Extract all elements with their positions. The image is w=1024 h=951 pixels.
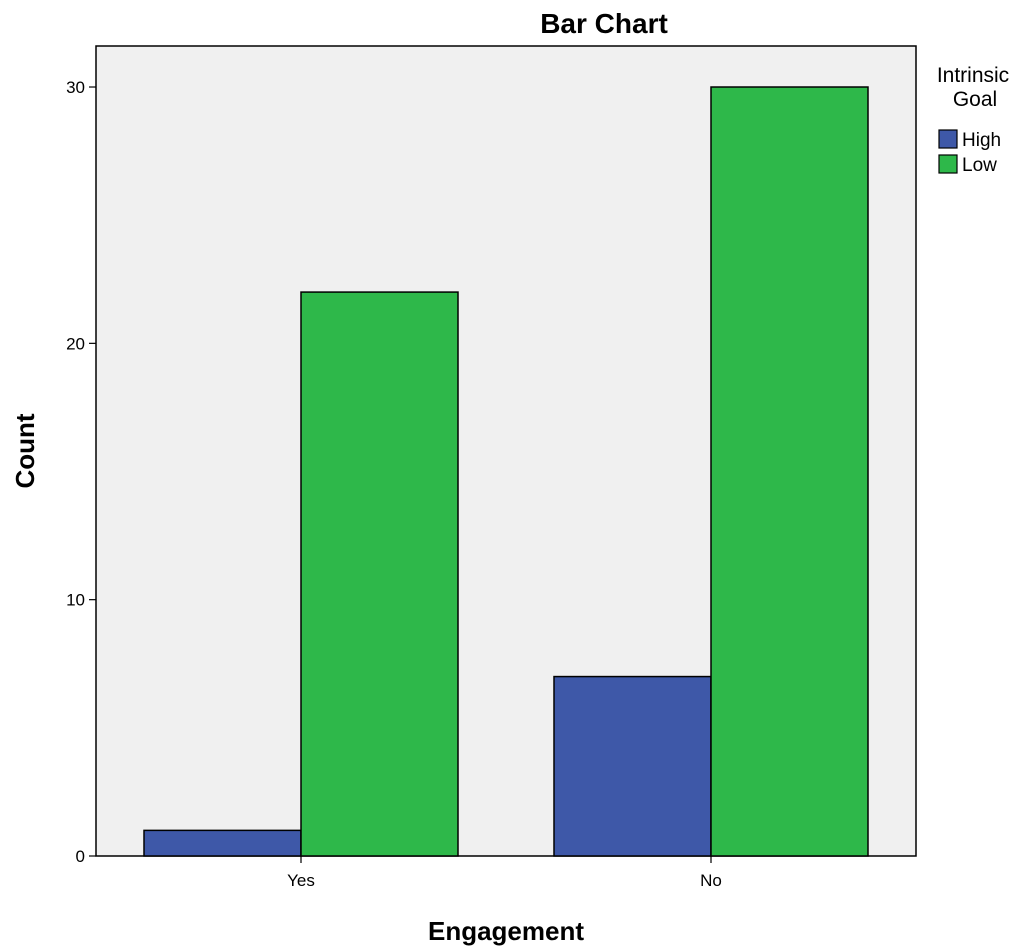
legend-items: High Low bbox=[938, 129, 1001, 176]
legend-title-line1: Intrinsic bbox=[937, 64, 1009, 87]
bar-yes-low bbox=[300, 291, 459, 857]
x-axis: Yes No bbox=[287, 856, 722, 890]
y-tick-label-3: 30 bbox=[66, 78, 85, 97]
x-tick-label-0: Yes bbox=[287, 871, 315, 890]
y-axis-title: Count bbox=[10, 413, 40, 488]
legend-swatch-low bbox=[938, 154, 958, 174]
legend-swatch-high bbox=[938, 129, 958, 149]
bars-group bbox=[143, 86, 869, 857]
y-tick-label-0: 0 bbox=[76, 847, 85, 866]
legend: Intrinsic Goal High Low bbox=[937, 64, 1009, 176]
y-tick-label-1: 10 bbox=[66, 591, 85, 610]
x-tick-label-1: No bbox=[700, 871, 722, 890]
legend-title-line2: Goal bbox=[953, 88, 997, 111]
y-tick-label-2: 20 bbox=[66, 334, 85, 353]
bar-yes-high bbox=[143, 829, 302, 857]
legend-label-low: Low bbox=[962, 155, 997, 176]
bar-no-low bbox=[710, 86, 869, 857]
legend-label-high: High bbox=[962, 130, 1001, 151]
x-axis-title: Engagement bbox=[428, 916, 584, 946]
y-axis: 0 10 20 30 bbox=[66, 78, 96, 866]
chart-title: Bar Chart bbox=[540, 8, 668, 39]
bar-no-high bbox=[553, 675, 712, 857]
